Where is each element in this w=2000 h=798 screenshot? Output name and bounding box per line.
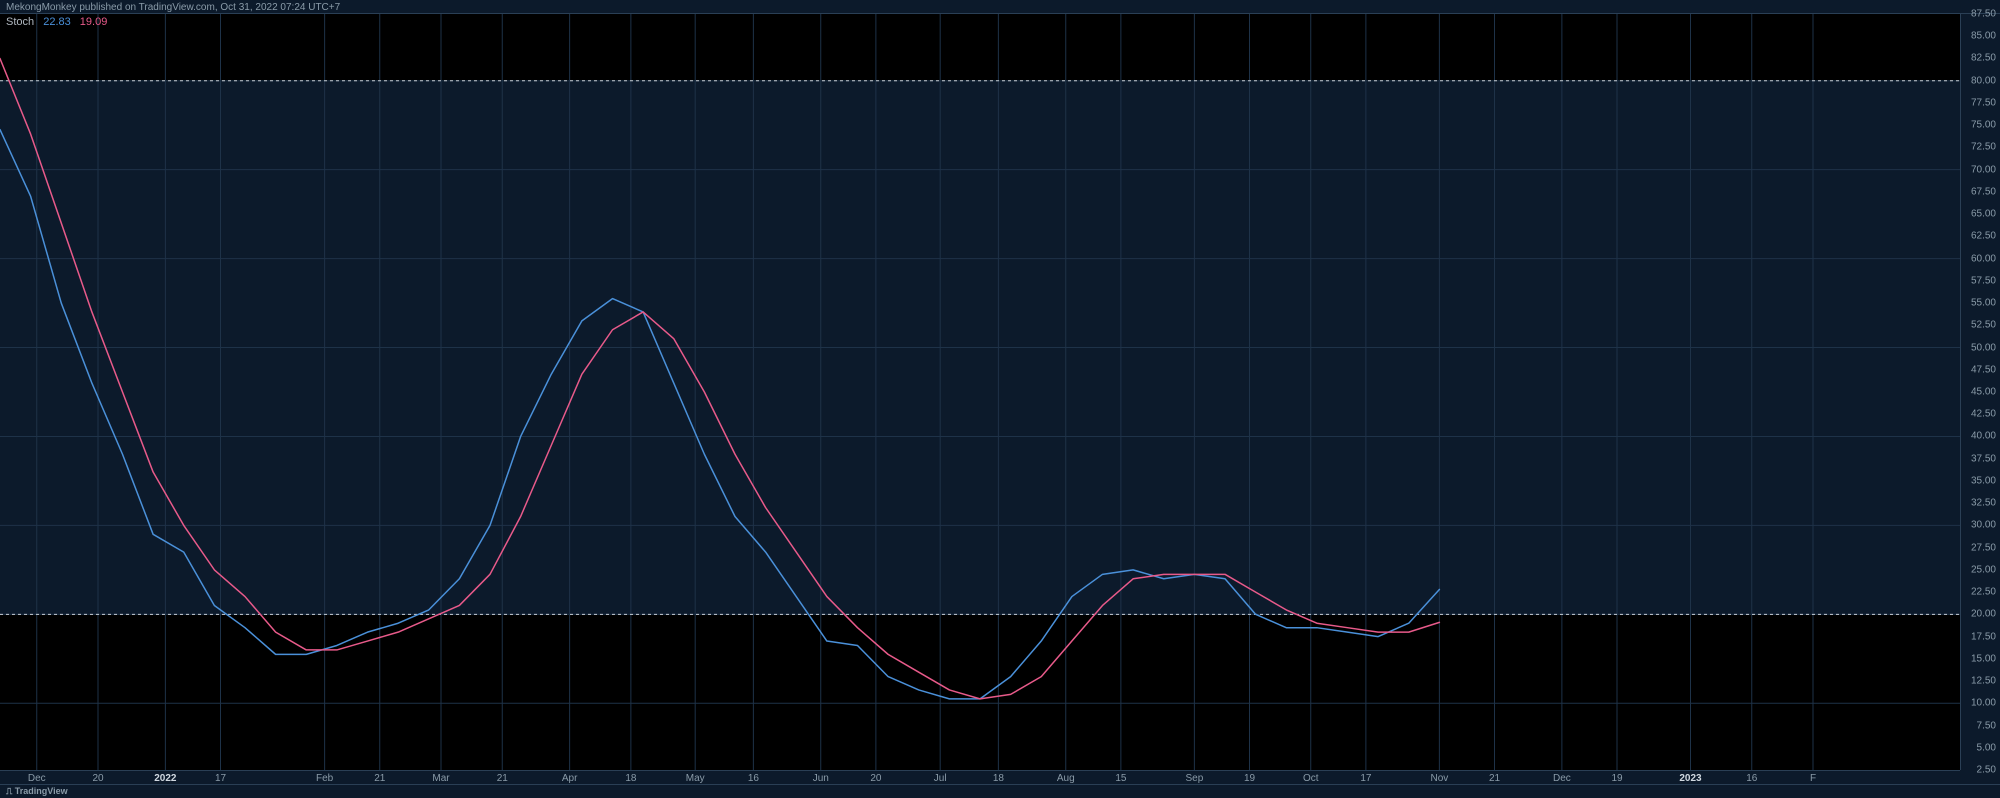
x-axis-tick: Feb	[316, 773, 333, 784]
x-axis-tick: Apr	[562, 773, 578, 784]
indicator-value-k: 22.83	[43, 16, 71, 28]
y-axis-tick: 27.50	[1971, 542, 1996, 553]
tradingview-logo: ⎍ TradingView	[6, 786, 68, 796]
indicator-legend[interactable]: Stoch 22.83 19.09	[6, 16, 107, 28]
chart-svg	[0, 14, 1960, 770]
y-axis-tick: 85.00	[1971, 31, 1996, 42]
x-axis-tick: Dec	[1553, 773, 1571, 784]
publish-header: MekongMonkey published on TradingView.co…	[0, 0, 2000, 14]
y-axis-tick: 17.50	[1971, 631, 1996, 642]
y-axis-tick: 82.50	[1971, 53, 1996, 64]
y-axis-tick: 75.00	[1971, 120, 1996, 131]
y-axis-tick: 55.00	[1971, 298, 1996, 309]
y-axis-tick: 70.00	[1971, 164, 1996, 175]
y-axis-tick: 52.50	[1971, 320, 1996, 331]
footer: ⎍ TradingView	[0, 784, 2000, 798]
x-axis-tick: 16	[748, 773, 759, 784]
y-axis-tick: 20.00	[1971, 609, 1996, 620]
y-axis-tick: 57.50	[1971, 275, 1996, 286]
x-axis-tick: Nov	[1430, 773, 1448, 784]
x-axis-tick: Oct	[1303, 773, 1319, 784]
x-axis-tick: Dec	[28, 773, 46, 784]
y-axis-tick: 5.00	[1977, 742, 1996, 753]
x-axis-tick: 16	[1746, 773, 1757, 784]
y-axis-tick: 40.00	[1971, 431, 1996, 442]
y-axis-tick: 15.00	[1971, 653, 1996, 664]
x-axis-tick: 19	[1611, 773, 1622, 784]
y-axis-tick: 37.50	[1971, 453, 1996, 464]
x-axis-tick: Aug	[1057, 773, 1075, 784]
x-axis-tick: F	[1810, 773, 1816, 784]
x-axis-tick: Jul	[934, 773, 947, 784]
y-axis-tick: 42.50	[1971, 409, 1996, 420]
x-axis-tick: 21	[1489, 773, 1500, 784]
y-axis-tick: 87.50	[1971, 9, 1996, 20]
y-axis-tick: 12.50	[1971, 676, 1996, 687]
y-axis-tick: 77.50	[1971, 97, 1996, 108]
indicator-value-d: 19.09	[80, 16, 108, 28]
publish-text: MekongMonkey published on TradingView.co…	[6, 2, 340, 13]
y-axis-tick: 32.50	[1971, 498, 1996, 509]
x-axis-tick: 2022	[154, 773, 176, 784]
x-axis-tick: Mar	[432, 773, 449, 784]
y-axis-tick: 80.00	[1971, 75, 1996, 86]
x-axis-tick: Sep	[1185, 773, 1203, 784]
chart-plot-area[interactable]	[0, 14, 1960, 770]
x-axis-tick: 19	[1244, 773, 1255, 784]
y-axis-tick: 50.00	[1971, 342, 1996, 353]
y-axis-tick: 7.50	[1977, 720, 1996, 731]
x-axis[interactable]: Dec 20 2022 17 Feb 21 Mar 21 Apr 18 May 16 Jun 20 Jul 1…	[0, 770, 1960, 784]
x-axis-tick: 17	[215, 773, 226, 784]
x-axis-tick: 17	[1360, 773, 1371, 784]
y-axis-tick: 35.00	[1971, 475, 1996, 486]
y-axis-tick: 72.50	[1971, 142, 1996, 153]
y-axis-tick: 25.00	[1971, 564, 1996, 575]
y-axis-tick: 60.00	[1971, 253, 1996, 264]
y-axis-tick: 10.00	[1971, 698, 1996, 709]
y-axis-tick: 30.00	[1971, 520, 1996, 531]
x-axis-tick: 18	[625, 773, 636, 784]
x-axis-tick: 20	[870, 773, 881, 784]
x-axis-tick: Jun	[813, 773, 829, 784]
chart-container: MekongMonkey published on TradingView.co…	[0, 0, 2000, 798]
y-axis-tick: 47.50	[1971, 364, 1996, 375]
indicator-name: Stoch	[6, 16, 34, 28]
y-axis[interactable]: 2.505.007.5010.0012.5015.0017.5020.0022.…	[1960, 14, 2000, 770]
x-axis-tick: May	[686, 773, 705, 784]
y-axis-tick: 62.50	[1971, 231, 1996, 242]
y-axis-tick: 65.00	[1971, 209, 1996, 220]
x-axis-tick: 2023	[1679, 773, 1701, 784]
x-axis-tick: 21	[374, 773, 385, 784]
y-axis-tick: 67.50	[1971, 186, 1996, 197]
x-axis-tick: 18	[993, 773, 1004, 784]
y-axis-tick: 45.00	[1971, 387, 1996, 398]
x-axis-tick: 21	[497, 773, 508, 784]
x-axis-tick: 20	[92, 773, 103, 784]
x-axis-tick: 15	[1115, 773, 1126, 784]
y-axis-tick: 2.50	[1977, 765, 1996, 776]
y-axis-tick: 22.50	[1971, 587, 1996, 598]
